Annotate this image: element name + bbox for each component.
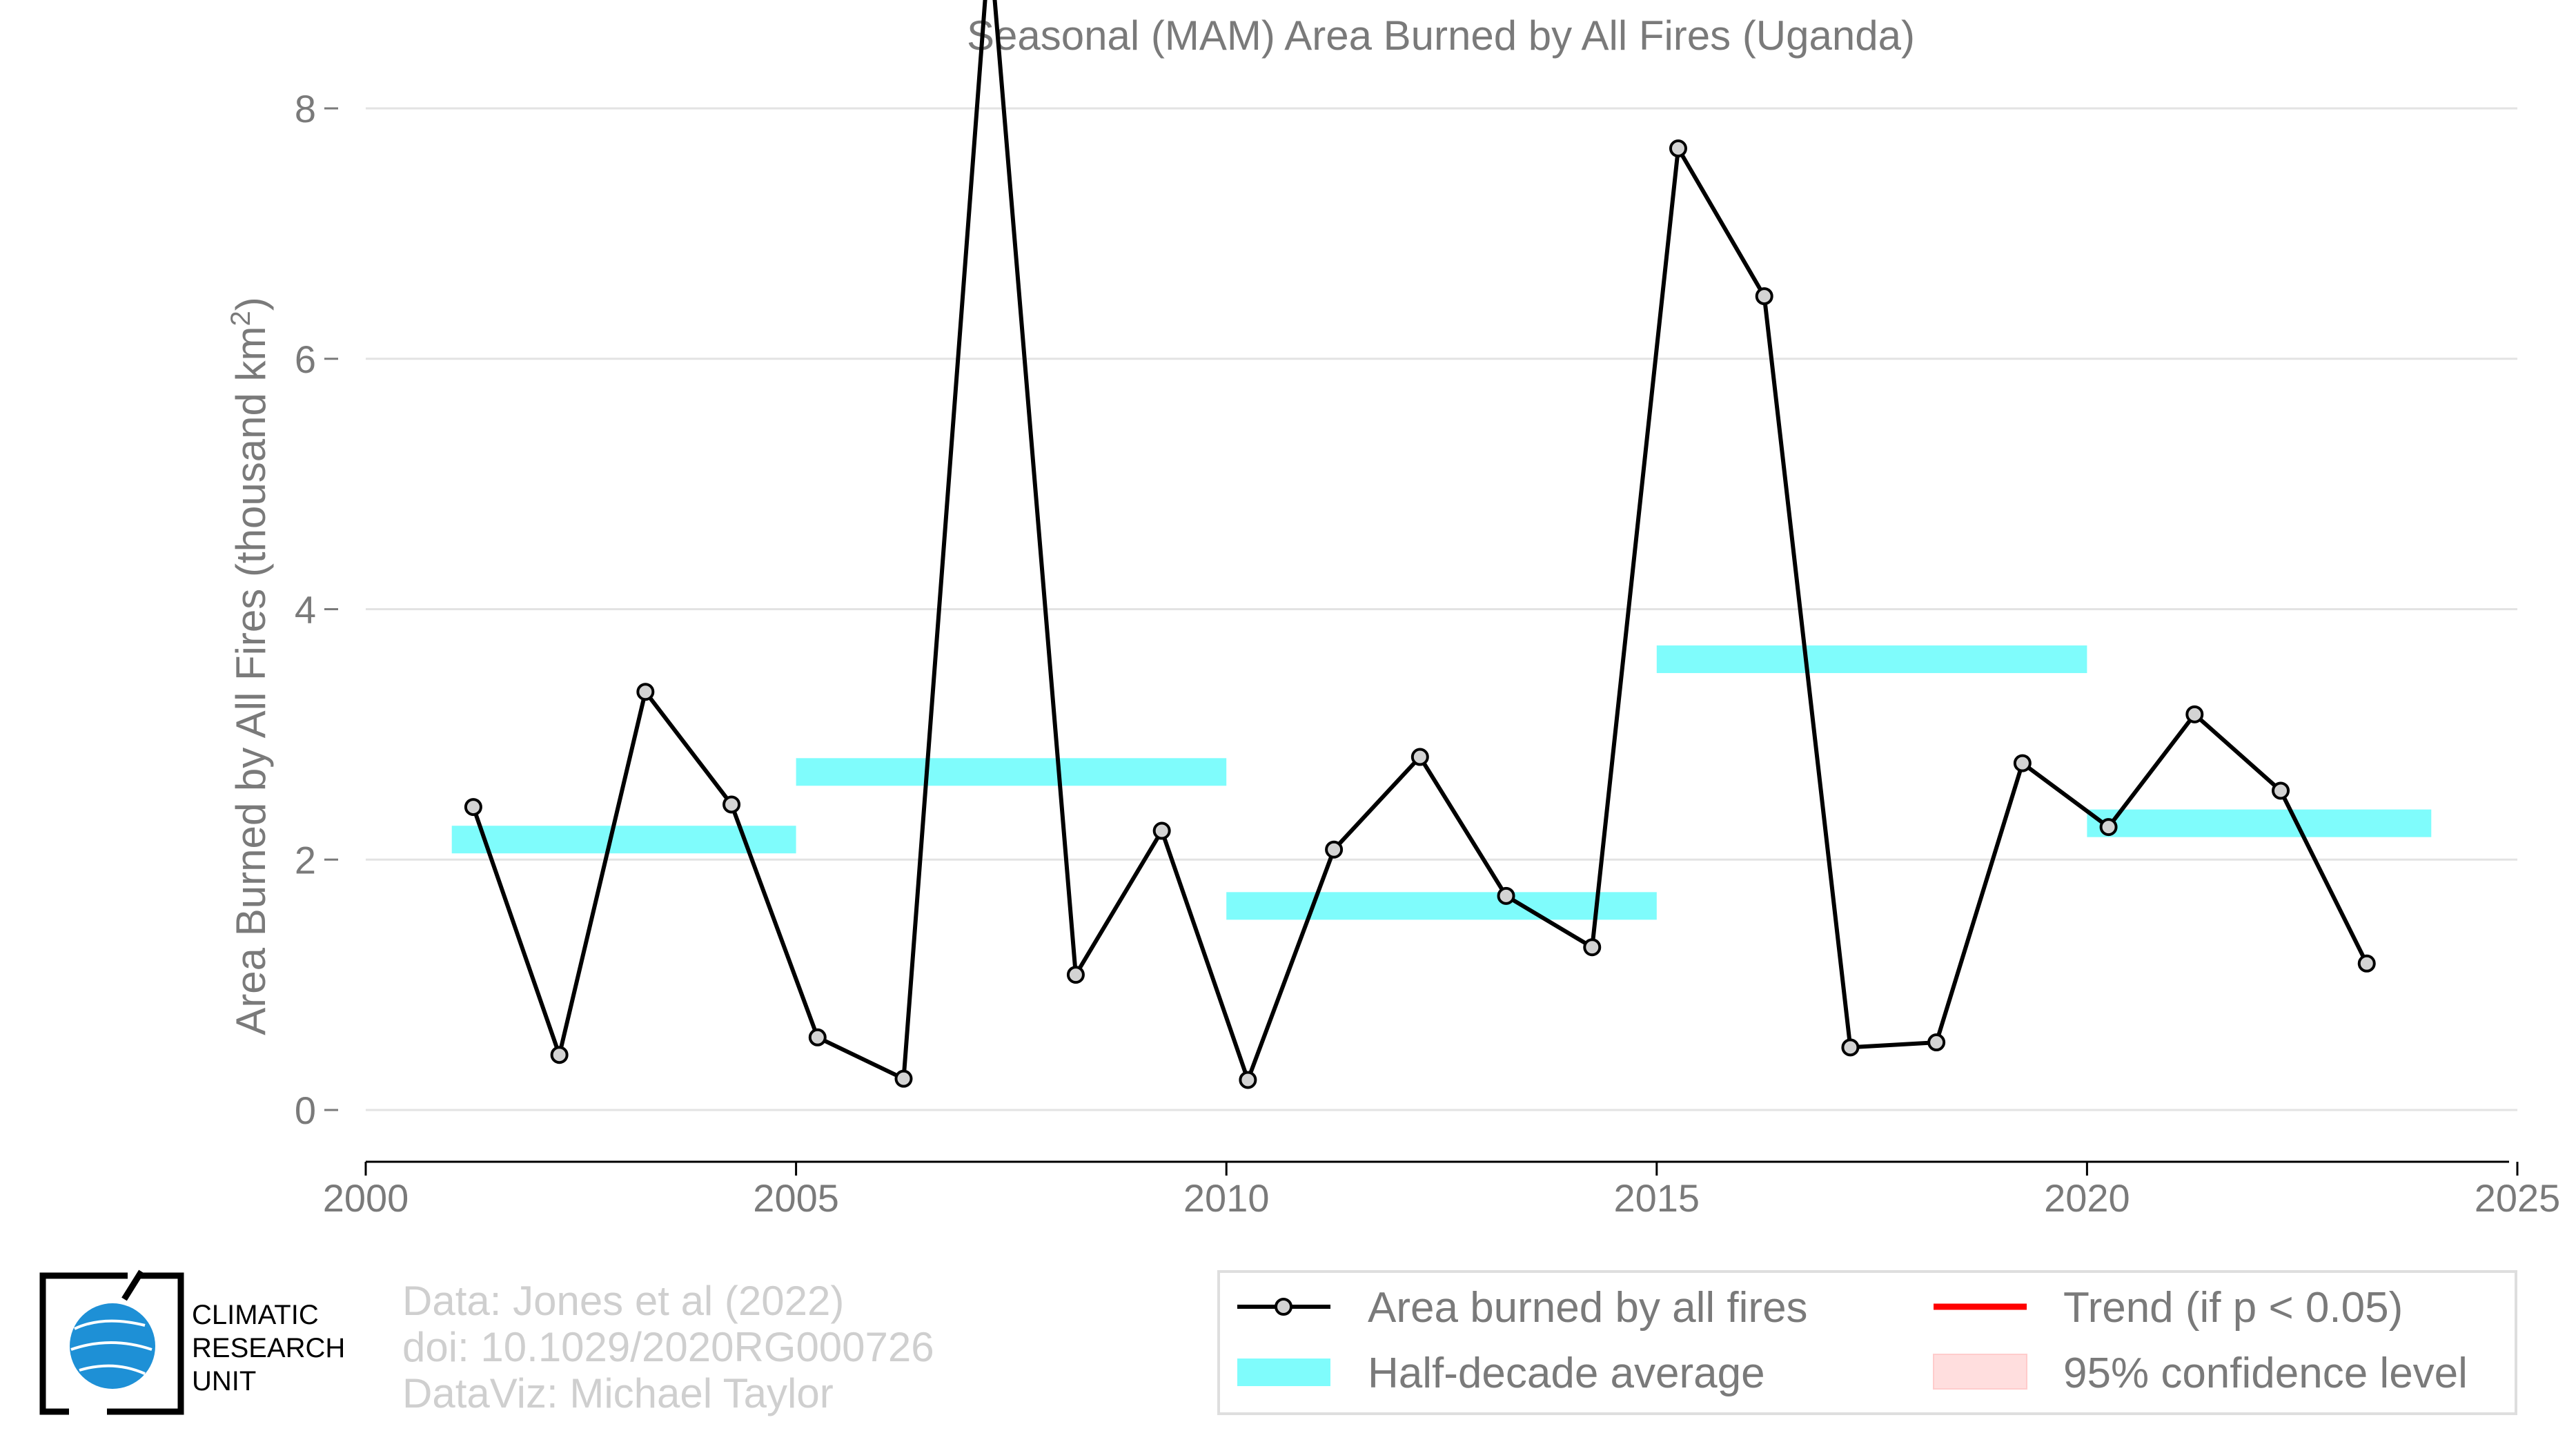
half-decade-bar (796, 758, 1227, 786)
legend-label-confidence: 95% confidence level (2063, 1350, 2468, 1397)
half-decade-bar (1226, 892, 1657, 920)
x-tick-label: 2015 (1614, 1176, 1700, 1220)
data-point (722, 795, 741, 814)
credit-doi: doi: 10.1029/2020RG000726 (402, 1324, 934, 1370)
data-point (1410, 748, 1429, 766)
y-axis-label-close: ) (228, 297, 274, 311)
cru-logo-frame-left (39, 1272, 128, 1415)
y-tick-label: 6 (295, 338, 316, 381)
y-axis-label-superscript: 2 (226, 311, 256, 326)
cru-logo-line-1: CLIMATIC (192, 1300, 319, 1330)
globe-icon-contour (74, 1319, 146, 1330)
y-axis-ticks: 0 2 4 6 8 (295, 87, 338, 1132)
data-point (1583, 938, 1602, 957)
y-tick-label: 2 (295, 838, 316, 882)
legend-swatch-confidence (1933, 1354, 2027, 1390)
x-tick-label: 2025 (2475, 1176, 2561, 1220)
data-point (1497, 886, 1515, 905)
legend-label-area-burned: Area burned by all fires (1368, 1284, 1808, 1332)
legend-box (1217, 1270, 2517, 1415)
cru-logo-frame-right (107, 1272, 184, 1415)
data-point (1239, 1071, 1257, 1089)
cru-logo-slash (121, 1269, 144, 1301)
legend-marker-area-burned (1275, 1298, 1292, 1316)
y-tick-label: 8 (295, 87, 316, 130)
half-decade-bar (2087, 809, 2432, 837)
legend-label-trend: Trend (if p < 0.05) (2063, 1284, 2403, 1332)
cru-logo-line-2: RESEARCH (192, 1333, 345, 1363)
data-point (1669, 139, 1687, 158)
data-point (1325, 840, 1344, 859)
data-point (1152, 821, 1171, 840)
data-point (464, 798, 482, 817)
credit-dataviz: DataViz: Michael Taylor (402, 1370, 834, 1416)
data-point (808, 1028, 827, 1046)
data-point (636, 683, 655, 701)
data-point (1755, 287, 1773, 306)
data-point (2185, 705, 2204, 723)
series-area-burned (464, 0, 2376, 1089)
cru-logo: CLIMATIC RESEARCH UNIT (39, 1269, 345, 1415)
legend-label-half-decade: Half-decade average (1368, 1350, 1765, 1397)
half-decade-bar (451, 826, 796, 854)
y-tick-label: 4 (295, 588, 316, 632)
credit-data: Data: Jones et al (2022) (402, 1278, 844, 1324)
data-point (2099, 818, 2118, 837)
data-point (1927, 1033, 1946, 1052)
data-point (2013, 754, 2032, 772)
legend: Area burned by all fires Trend (if p < 0… (1217, 1270, 2517, 1415)
x-tick-label: 2005 (753, 1176, 839, 1220)
legend-swatch-half-decade (1237, 1359, 1330, 1386)
x-tick-label: 2000 (323, 1176, 409, 1220)
chart-title: Seasonal (MAM) Area Burned by All Fires … (967, 12, 1915, 59)
globe-icon-contour (79, 1364, 146, 1375)
x-tick-label: 2020 (2044, 1176, 2130, 1220)
half-decade-bar (1656, 645, 2087, 674)
data-point (894, 1069, 913, 1088)
cru-logo-line-3: UNIT (192, 1366, 256, 1396)
data-point (1841, 1038, 1860, 1057)
x-axis-ticks: 2000 2005 2010 2015 2020 2025 (323, 1162, 2561, 1220)
grid (366, 107, 2517, 1111)
data-point (2272, 781, 2290, 800)
data-point (2357, 954, 2376, 973)
half-decade-bars (451, 645, 2432, 920)
globe-icon-contour (70, 1341, 153, 1351)
x-tick-label: 2010 (1183, 1176, 1270, 1220)
data-point (550, 1046, 569, 1064)
data-point (1066, 966, 1085, 984)
y-tick-label: 0 (295, 1089, 316, 1132)
y-axis-label-main: Area Burned by All Fires (thousand km (228, 327, 274, 1035)
y-axis-label: Area Burned by All Fires (thousand km2) (226, 297, 274, 1035)
